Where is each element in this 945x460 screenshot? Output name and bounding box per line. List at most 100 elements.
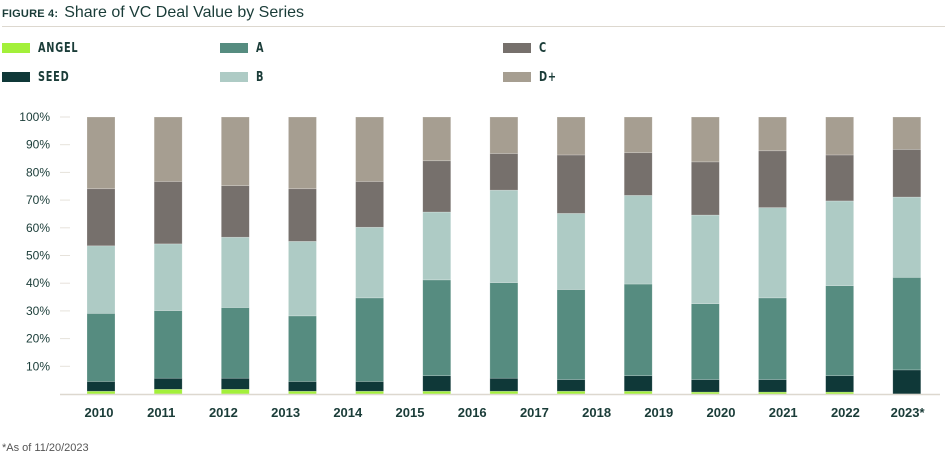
bar-segment-a (86, 313, 116, 382)
bar-segment-b (758, 207, 787, 299)
bar-segment-b (556, 213, 586, 290)
bar-segment-c (892, 149, 922, 198)
y-tick-label: 80% (26, 165, 50, 179)
bar-segment-seed (355, 381, 384, 392)
x-tick-label: 2023* (891, 405, 926, 420)
bar-segment-c (758, 150, 787, 208)
bar-segment-c (422, 160, 452, 213)
bar-segment-b (355, 226, 384, 299)
footnote: *As of 11/20/2023 (2, 442, 89, 454)
bar-segment-b (892, 196, 922, 278)
bar-segment-angel (623, 390, 653, 395)
bar-segment-a (892, 277, 922, 371)
bar-segment-a (153, 310, 183, 379)
bar-segment-d (422, 116, 452, 162)
legend-label: B (256, 69, 265, 85)
bar-segment-a (825, 285, 854, 377)
legend-item-angel: ANGEL (2, 40, 92, 56)
bar-segment-angel (153, 388, 183, 395)
legend-swatch (503, 72, 531, 82)
bar-segment-seed (153, 377, 183, 390)
x-tick-label: 2015 (396, 405, 425, 420)
bar-segment-c (623, 152, 653, 196)
bar-segment-seed (758, 379, 787, 393)
bar-segment-seed (623, 375, 653, 392)
legend-swatch (2, 72, 30, 82)
figure-number: FIGURE 4: (2, 8, 59, 20)
y-tick-label: 30% (26, 304, 50, 318)
bar-segment-d (623, 116, 653, 154)
bar-segment-d (489, 116, 519, 154)
bar-segment-angel (422, 390, 452, 395)
legend-label: ANGEL (38, 40, 79, 56)
bar-segment-a (556, 289, 586, 380)
bar-segment-seed (221, 377, 250, 390)
bar-segment-c (556, 154, 586, 214)
bar-segment-a (355, 297, 384, 382)
bar-segment-c (489, 153, 519, 191)
bar-segment-d (691, 116, 720, 163)
bar-segment-seed (556, 379, 586, 392)
y-tick-label: 90% (26, 138, 50, 152)
bar-segment-b (489, 189, 519, 283)
bar-segment-c (221, 185, 250, 238)
x-tick-label: 2018 (582, 405, 611, 420)
stacked-bar-chart: 10% 20% 30% 40% 50% 60% 70% 80% 90% 100% 2010 2011 2… (19, 110, 940, 420)
x-tick-label: 2011 (147, 405, 175, 420)
bar-segment-a (288, 315, 317, 382)
bar-segment-seed (489, 377, 519, 392)
legend-item-a: A (220, 40, 267, 56)
legend-swatch (503, 43, 531, 53)
bar-segment-seed (892, 369, 922, 395)
bar-segment-d (355, 116, 384, 182)
x-tick-label: 2022 (831, 405, 860, 420)
y-tick-label: 10% (26, 359, 50, 373)
bar-segment-seed (691, 379, 720, 393)
bar-segment-a (422, 279, 452, 377)
bar-segment-b (825, 200, 854, 286)
bar-segment-d (825, 116, 854, 156)
title-text: Share of VC Deal Value by Series (64, 4, 305, 21)
bar-segment-a (623, 283, 653, 377)
bar-segment-c (825, 154, 854, 202)
bar-segment-a (221, 307, 250, 379)
bar-segment-d (556, 116, 586, 156)
y-tick-label: 70% (26, 193, 50, 207)
title-divider (2, 26, 945, 27)
x-tick-label: 2010 (85, 405, 114, 420)
bar-segment-b (422, 211, 452, 281)
legend-label: A (256, 40, 265, 56)
legend-label: D+ (539, 69, 557, 85)
bar-segment-seed (422, 375, 452, 392)
bar-segment-angel (489, 390, 519, 395)
x-tick-label: 2017 (520, 405, 549, 420)
bar-segment-seed (825, 375, 854, 393)
bar-segment-c (153, 181, 183, 245)
bar-segment-angel (221, 388, 250, 395)
bar-segment-b (623, 195, 653, 285)
legend-item-c: C (503, 41, 550, 56)
y-tick-label: 50% (26, 249, 50, 263)
bar-segment-b (86, 245, 116, 314)
x-tick-label: 2016 (458, 405, 487, 420)
bar-segment-b (691, 214, 720, 304)
x-tick-label: 2012 (209, 405, 238, 420)
bar-segment-a (489, 282, 519, 379)
y-tick-label: 60% (26, 221, 50, 235)
bar-segment-b (221, 236, 250, 308)
figure-title: FIGURE 4: Share of VC Deal Value by Serie… (2, 4, 304, 22)
x-tick-label: 2019 (644, 405, 673, 420)
legend-item-d: D+ (503, 69, 563, 85)
bar-segment-d (86, 116, 116, 190)
bar-segment-d (221, 116, 250, 186)
bar-segment-c (355, 181, 384, 228)
legend-item-b: B (220, 69, 267, 85)
bar-segment-angel (288, 390, 317, 395)
bar-segment-d (288, 116, 317, 190)
bar-segment-b (153, 243, 183, 311)
x-tick-label: 2013 (271, 405, 300, 420)
bar-segment-b (288, 241, 317, 317)
bar-segment-a (758, 297, 787, 380)
bar-segment-seed (86, 381, 116, 392)
bar-segment-angel (355, 390, 384, 395)
